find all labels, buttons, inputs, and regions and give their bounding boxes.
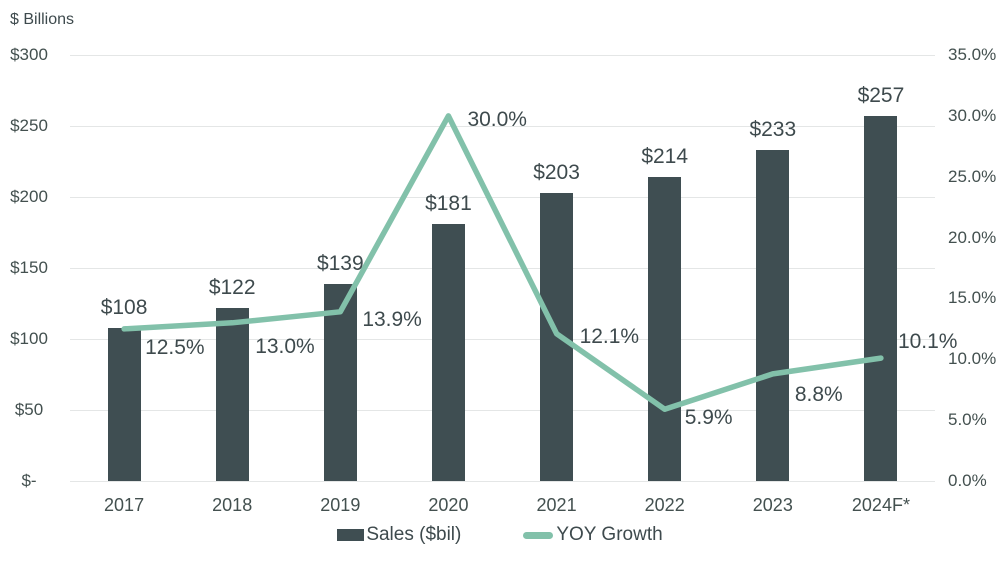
growth-point-label: 13.0% xyxy=(255,334,315,358)
x-axis-label-2018: 2018 xyxy=(212,495,253,515)
left-axis-tick-label: $- xyxy=(21,471,37,490)
right-axis-tick-label: 5.0% xyxy=(948,410,987,430)
x-axis-label-2020: 2020 xyxy=(428,495,469,515)
gridline xyxy=(70,267,935,269)
x-axis-label-2022: 2022 xyxy=(644,495,685,515)
legend-sales-label: Sales ($bil) xyxy=(366,524,462,545)
right-axis-tick-label: 30.0% xyxy=(948,105,997,125)
right-axis-tick-label: 15.0% xyxy=(948,288,997,308)
sales-bar-value-label: $139 xyxy=(316,251,364,275)
gridline xyxy=(70,196,935,198)
sales-bar-2022 xyxy=(648,177,682,481)
sales-bar-2024F* xyxy=(864,116,898,481)
growth-point-label: 13.9% xyxy=(362,307,422,331)
sales-bar-value-label: $122 xyxy=(208,275,256,299)
growth-point-label: 12.1% xyxy=(579,324,640,348)
growth-point-label: 10.1% xyxy=(897,330,958,354)
right-axis-tick-label: 35.0% xyxy=(948,45,997,64)
growth-point-label: 12.5% xyxy=(145,335,205,359)
legend-item-sales: Sales ($bil) xyxy=(337,524,461,546)
sales-bar-value-label: $257 xyxy=(857,84,905,108)
sales-bar-2019 xyxy=(323,283,357,481)
growth-point-label: 30.0% xyxy=(467,107,527,131)
growth-point-label: 8.8% xyxy=(794,382,843,406)
sales-bar-value-label: $203 xyxy=(533,160,580,184)
sales-bar-value-label: $181 xyxy=(425,191,472,215)
x-axis-label-2024F*: 2024F* xyxy=(851,495,910,515)
sales-bar-value-label: $233 xyxy=(749,118,797,142)
x-axis-label-2023: 2023 xyxy=(752,495,793,515)
growth-point-label: 5.9% xyxy=(684,406,733,430)
legend-item-growth: YOY Growth xyxy=(523,524,663,546)
right-axis-tick-label: 10.0% xyxy=(948,349,997,369)
x-axis-label-2019: 2019 xyxy=(320,495,361,515)
gridline xyxy=(70,54,935,56)
x-axis-label-2021: 2021 xyxy=(536,495,577,515)
x-axis-label-2017: 2017 xyxy=(104,495,145,515)
left-axis-tick-label: $100 xyxy=(10,329,48,348)
left-axis-tick-label: $250 xyxy=(10,116,48,135)
sales-bar-2023 xyxy=(756,150,790,481)
gridline xyxy=(70,480,935,482)
sales-bar-swatch-icon xyxy=(337,529,365,541)
right-axis-tick-label: 25.0% xyxy=(948,166,997,186)
sales-bar-2020 xyxy=(431,223,465,481)
growth-line-swatch-icon xyxy=(523,531,554,539)
sales-bar-2017 xyxy=(107,327,141,481)
gridline xyxy=(70,409,935,411)
legend: Sales ($bil) YOY Growth xyxy=(0,524,1000,546)
sales-bar-2018 xyxy=(215,307,249,481)
sales-bar-value-label: $108 xyxy=(100,295,148,319)
left-axis-tick-label: $300 xyxy=(10,45,48,64)
left-axis-tick-label: $50 xyxy=(14,400,44,419)
left-axis-tick-label: $200 xyxy=(10,187,48,206)
left-axis-title: $ Billions xyxy=(10,11,75,28)
legend-growth-label: YOY Growth xyxy=(556,524,663,545)
sales-bar-value-label: $214 xyxy=(641,145,689,169)
right-axis-tick-label: 0.0% xyxy=(948,471,987,490)
left-axis-tick-label: $150 xyxy=(10,258,48,277)
right-axis-tick-label: 20.0% xyxy=(948,227,997,247)
sales-bar-2021 xyxy=(540,192,574,481)
